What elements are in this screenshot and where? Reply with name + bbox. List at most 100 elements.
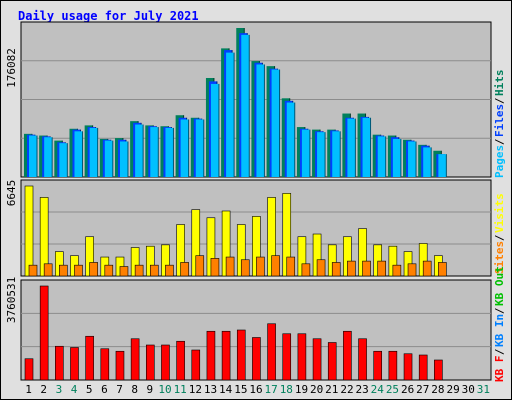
bar-kbf-day-11 bbox=[176, 340, 185, 381]
legend-sep: / bbox=[493, 348, 506, 355]
visits-legend: Sites / Visits bbox=[493, 193, 506, 274]
bar-sites-day-6 bbox=[104, 264, 114, 277]
graph-title: Daily usage for July 2021 bbox=[18, 9, 199, 23]
x-label-day-31: 31 bbox=[477, 383, 490, 396]
bar-pages-day-3 bbox=[59, 143, 68, 177]
legend-sep: / bbox=[493, 307, 506, 314]
x-label-day-7: 7 bbox=[116, 383, 123, 396]
bar-pages-day-26 bbox=[408, 141, 417, 177]
bar-pages-day-7 bbox=[119, 141, 128, 177]
bar-pages-day-16 bbox=[256, 64, 265, 177]
legend-sep: / bbox=[493, 234, 506, 241]
x-label-day-4: 4 bbox=[71, 383, 78, 396]
bar-pages-day-13 bbox=[210, 83, 219, 177]
x-label-day-15: 15 bbox=[234, 383, 247, 396]
bar-kbf-day-20 bbox=[312, 338, 322, 381]
bar-pages-day-21 bbox=[332, 131, 341, 177]
bar-sites-day-26 bbox=[407, 263, 417, 277]
bar-sites-day-14 bbox=[225, 256, 235, 277]
x-label-day-19: 19 bbox=[295, 383, 308, 396]
x-label-day-13: 13 bbox=[204, 383, 217, 396]
bar-kbf-day-3 bbox=[55, 345, 64, 381]
bar-pages-day-19 bbox=[301, 129, 310, 177]
bar-sites-day-12 bbox=[195, 255, 205, 277]
bar-kbf-day-12 bbox=[191, 349, 201, 381]
bar-sites-day-5 bbox=[89, 262, 98, 277]
bar-pages-day-22 bbox=[347, 118, 356, 177]
x-label-day-28: 28 bbox=[431, 383, 444, 396]
legend-sep: / bbox=[493, 138, 506, 145]
bar-kbf-day-10 bbox=[161, 344, 170, 381]
x-label-day-9: 9 bbox=[147, 383, 154, 396]
bar-sites-day-27 bbox=[422, 260, 432, 277]
bar-sites-day-16 bbox=[256, 256, 265, 277]
x-label-day-14: 14 bbox=[219, 383, 233, 396]
bar-sites-day-21 bbox=[331, 262, 341, 277]
bar-sites-day-9 bbox=[149, 264, 159, 277]
bar-kbf-day-22 bbox=[343, 330, 352, 381]
legend-sep: / bbox=[493, 97, 506, 104]
bar-kbf-day-17 bbox=[267, 323, 276, 381]
bar-pages-day-17 bbox=[271, 69, 280, 177]
x-label-day-6: 6 bbox=[101, 383, 108, 396]
x-label-day-25: 25 bbox=[386, 383, 399, 396]
bar-pages-day-14 bbox=[226, 52, 235, 177]
bar-pages-day-24 bbox=[377, 136, 386, 177]
x-label-day-3: 3 bbox=[56, 383, 63, 396]
x-label-day-20: 20 bbox=[310, 383, 323, 396]
legend-pages: Pages bbox=[493, 145, 506, 178]
bar-kbf-day-2 bbox=[39, 285, 49, 381]
bar-sites-day-7 bbox=[119, 266, 129, 277]
bar-kbf-day-8 bbox=[130, 338, 140, 381]
bar-kbf-day-5 bbox=[85, 335, 94, 381]
bar-kbf-day-16 bbox=[252, 337, 261, 381]
bar-sites-day-22 bbox=[347, 260, 356, 277]
bar-kbf-day-21 bbox=[327, 342, 337, 381]
bar-sites-day-3 bbox=[59, 264, 68, 277]
visits-panel bbox=[20, 179, 492, 277]
legend-visits: Visits bbox=[493, 193, 506, 233]
bar-sites-day-19 bbox=[301, 263, 311, 277]
bar-pages-day-2 bbox=[44, 137, 53, 177]
bar-pages-day-28 bbox=[438, 154, 447, 177]
visits-max-label: 6645 bbox=[5, 180, 18, 207]
x-label-day-30: 30 bbox=[462, 383, 475, 396]
bar-pages-day-15 bbox=[241, 34, 250, 178]
kbytes-panel bbox=[20, 279, 492, 381]
bar-pages-day-25 bbox=[392, 138, 401, 177]
x-label-day-23: 23 bbox=[356, 383, 369, 396]
bar-sites-day-10 bbox=[165, 264, 174, 277]
legend-kbin: KB In bbox=[493, 314, 506, 347]
x-label-day-8: 8 bbox=[131, 383, 138, 396]
bar-kbf-day-25 bbox=[388, 350, 398, 381]
bar-kbf-day-27 bbox=[418, 354, 428, 381]
x-label-day-2: 2 bbox=[40, 383, 47, 396]
bar-kbf-day-14 bbox=[221, 330, 231, 381]
bar-visits-day-1 bbox=[24, 185, 34, 277]
bar-pages-day-23 bbox=[362, 117, 371, 177]
hits-legend: Pages / Files / Hits bbox=[493, 70, 506, 179]
hits-panel bbox=[20, 21, 492, 178]
bar-kbf-day-1 bbox=[24, 358, 34, 381]
bar-kbf-day-28 bbox=[434, 359, 443, 381]
bar-sites-day-28 bbox=[438, 262, 447, 277]
x-label-day-11: 11 bbox=[174, 383, 187, 396]
bar-kbf-day-18 bbox=[282, 333, 292, 381]
bar-pages-day-5 bbox=[89, 127, 98, 177]
bar-pages-day-12 bbox=[195, 119, 204, 177]
bar-sites-day-13 bbox=[210, 258, 220, 277]
bar-sites-day-2 bbox=[43, 263, 53, 277]
bar-sites-day-1 bbox=[28, 264, 38, 277]
x-label-day-10: 10 bbox=[158, 383, 171, 396]
bar-sites-day-24 bbox=[377, 260, 387, 277]
bar-sites-day-25 bbox=[392, 264, 402, 277]
bar-kbf-day-9 bbox=[145, 344, 155, 381]
bar-pages-day-11 bbox=[180, 119, 189, 177]
bar-pages-day-10 bbox=[165, 127, 174, 177]
bar-sites-day-17 bbox=[271, 255, 280, 277]
x-label-day-5: 5 bbox=[86, 383, 93, 396]
bar-sites-day-18 bbox=[286, 256, 296, 277]
kbytes-legend: KB F / KB In / KB Out bbox=[493, 266, 506, 382]
bar-pages-day-27 bbox=[423, 147, 432, 177]
